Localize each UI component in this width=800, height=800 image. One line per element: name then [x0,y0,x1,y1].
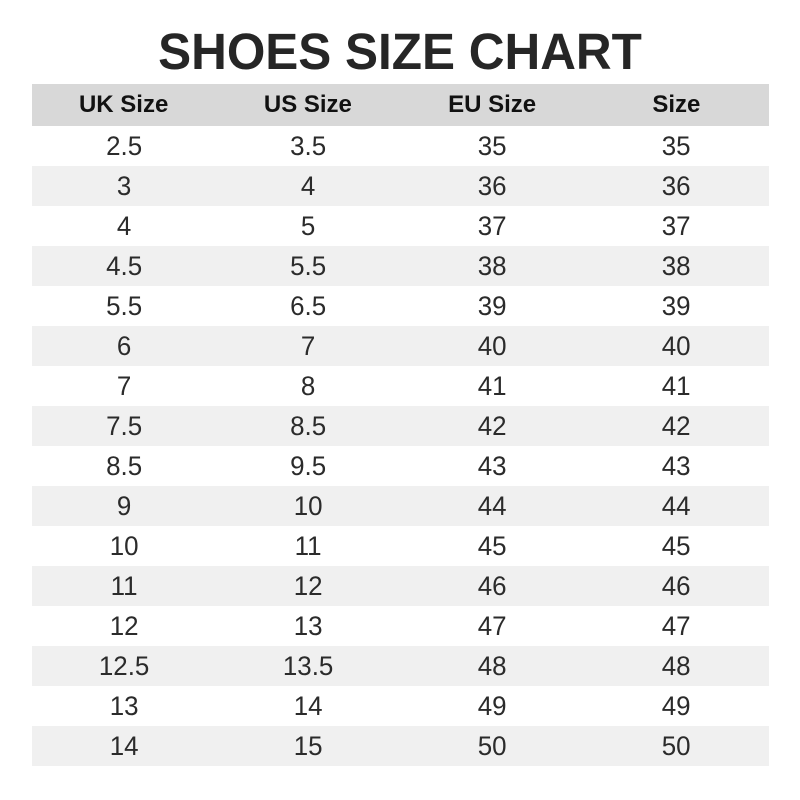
size-cell: 42 [661,410,691,441]
size-cell: 13.5 [282,650,334,681]
size-cell: 4 [116,210,131,241]
table-row: 5.5 6.5 39 39 [31,286,769,326]
table-row: 2.5 3.5 35 35 [31,126,769,166]
size-cell: 8 [300,370,316,401]
size-cell: 5.5 [289,250,326,281]
column-header-size: Size [584,84,769,126]
size-cell: 10 [293,490,323,521]
size-cell: 40 [661,330,691,361]
size-cell: 12 [293,570,323,601]
size-cell: 8.5 [105,450,142,481]
size-cell: 3 [116,170,131,201]
table-row: 14 15 50 50 [31,726,769,766]
size-cell: 44 [477,490,507,521]
size-cell: 11 [110,570,138,601]
size-cell: 44 [661,490,691,521]
table-row: 6 7 40 40 [31,326,769,366]
size-cell: 43 [477,450,507,481]
size-cell: 45 [477,530,507,561]
size-cell: 5 [300,210,316,241]
size-cell: 12.5 [98,650,149,681]
size-cell: 41 [477,370,507,401]
size-cell: 9 [116,490,131,521]
size-cell: 7 [300,330,316,361]
size-cell: 5.5 [105,290,142,321]
size-cell: 46 [661,570,691,601]
table-row: 11 12 46 46 [31,566,769,606]
column-header-eu-size: EU Size [400,84,585,126]
size-cell: 14 [293,690,323,721]
size-table-body: 2.5 3.5 35 35 3 4 36 36 4 5 37 37 4.5 5.5 38 38 5.5 6.5 39… [31,126,769,766]
size-cell: 50 [477,730,507,761]
table-row: 4.5 5.5 38 38 [31,246,769,286]
size-cell: 39 [661,290,691,321]
size-cell: 12 [109,610,139,641]
table-row: 12.5 13.5 48 48 [31,646,769,686]
size-cell: 8.5 [289,410,326,441]
size-cell: 49 [661,690,691,721]
size-cell: 4.5 [105,250,142,281]
size-cell: 38 [477,250,507,281]
size-cell: 13 [109,690,139,721]
size-cell: 46 [477,570,507,601]
size-cell: 39 [477,290,507,321]
size-cell: 50 [661,730,691,761]
size-cell: 35 [477,130,507,161]
size-cell: 49 [477,690,507,721]
size-cell: 37 [661,210,691,241]
header-row: UK Size US Size EU Size Size [31,84,769,126]
size-cell: 36 [477,170,507,201]
size-cell: 47 [477,610,507,641]
size-cell: 7 [116,370,131,401]
table-row: 4 5 37 37 [31,206,769,246]
size-cell: 38 [661,250,691,281]
size-cell: 48 [661,650,691,681]
column-header-us-size: US Size [215,84,400,126]
size-cell: 6.5 [289,290,326,321]
size-cell: 40 [477,330,507,361]
size-cell: 47 [661,610,691,641]
table-row: 9 10 44 44 [31,486,769,526]
size-cell: 4 [300,170,316,201]
table-row: 7 8 41 41 [31,366,769,406]
size-cell: 3.5 [289,130,326,161]
table-row: 13 14 49 49 [31,686,769,726]
size-cell: 15 [293,730,323,761]
size-cell: 9.5 [289,450,326,481]
size-cell: 42 [477,410,507,441]
size-table-head: UK Size US Size EU Size Size [31,84,769,126]
table-row: 12 13 47 47 [31,606,769,646]
size-cell: 41 [661,370,691,401]
size-cell: 7.5 [105,410,142,441]
size-cell: 13 [293,610,323,641]
page-title: SHOES SIZE CHART [158,23,642,80]
column-header-uk-size: UK Size [31,84,216,126]
size-cell: 14 [109,730,139,761]
size-cell: 45 [661,530,691,561]
size-cell: 11 [294,530,322,561]
size-cell: 35 [661,130,691,161]
table-row: 8.5 9.5 43 43 [31,446,769,486]
size-cell: 43 [661,450,691,481]
size-cell: 10 [109,530,139,561]
size-cell: 37 [477,210,507,241]
table-row: 10 11 45 45 [31,526,769,566]
size-cell: 48 [477,650,507,681]
table-row: 3 4 36 36 [31,166,769,206]
size-table: UK Size US Size EU Size Size 2.5 3.5 35 35 3 4 36… [31,84,769,766]
size-cell: 36 [661,170,691,201]
size-cell: 6 [116,330,131,361]
table-row: 7.5 8.5 42 42 [31,406,769,446]
size-cell: 2.5 [105,130,142,161]
